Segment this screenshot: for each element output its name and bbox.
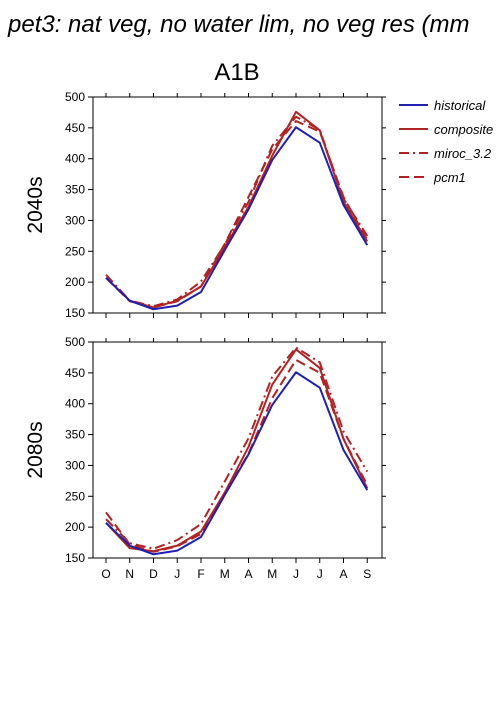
y-tick-label: 150 bbox=[65, 306, 85, 320]
figure-title: pet3: nat veg, no water lim, no veg res … bbox=[7, 11, 470, 38]
legend-label: historical bbox=[434, 98, 486, 113]
series-line-miroc-3-2 bbox=[105, 346, 369, 550]
x-tick-label: S bbox=[363, 567, 371, 581]
series-line-historical bbox=[105, 371, 369, 556]
series-line-historical bbox=[105, 126, 369, 311]
y-tick-label: 500 bbox=[65, 335, 85, 349]
legend-label: pcm1 bbox=[433, 170, 466, 185]
x-tick-label: A bbox=[339, 567, 347, 581]
scenario-label: A1B bbox=[214, 59, 259, 86]
y-tick-label: 350 bbox=[65, 428, 85, 442]
y-tick-label: 300 bbox=[65, 458, 85, 472]
y-tick-label: 250 bbox=[65, 244, 85, 258]
y-tick-label: 500 bbox=[65, 90, 85, 104]
panel-label: 2080s bbox=[24, 421, 47, 478]
x-tick-label: M bbox=[220, 567, 230, 581]
plot-frame bbox=[92, 96, 383, 314]
legend-label: miroc_3.2 bbox=[434, 146, 492, 161]
y-tick-label: 250 bbox=[65, 489, 85, 503]
x-tick-label: F bbox=[197, 567, 204, 581]
y-tick-label: 450 bbox=[65, 121, 85, 135]
series-line-miroc-3-2 bbox=[105, 115, 369, 308]
plot-frame bbox=[92, 341, 383, 559]
y-tick-label: 200 bbox=[65, 520, 85, 534]
y-tick-label: 450 bbox=[65, 366, 85, 380]
series-line-composite bbox=[105, 348, 369, 553]
series-line-pcm1 bbox=[105, 120, 369, 309]
x-tick-label: O bbox=[101, 567, 110, 581]
y-tick-label: 400 bbox=[65, 152, 85, 166]
panel-2040s: 150 200 250 300 350 400 450 500 2040s bbox=[24, 90, 386, 320]
x-tick-label: D bbox=[149, 567, 158, 581]
y-tick-label: 350 bbox=[65, 183, 85, 197]
y-tick-label: 200 bbox=[65, 275, 85, 289]
panel-label: 2040s bbox=[24, 176, 47, 233]
y-tick-label: 150 bbox=[65, 551, 85, 565]
x-tick-label: J bbox=[293, 567, 299, 581]
x-tick-label: J bbox=[317, 567, 323, 581]
x-tick-label: N bbox=[125, 567, 134, 581]
x-tick-label: A bbox=[244, 567, 252, 581]
y-tick-label: 400 bbox=[65, 397, 85, 411]
legend-label: composite bbox=[434, 122, 493, 137]
series-line-composite bbox=[105, 110, 369, 309]
x-tick-label: J bbox=[174, 567, 180, 581]
y-tick-label: 300 bbox=[65, 213, 85, 227]
legend: historical composite miroc_3.2 pcm1 bbox=[399, 98, 493, 185]
x-tick-label: M bbox=[267, 567, 277, 581]
